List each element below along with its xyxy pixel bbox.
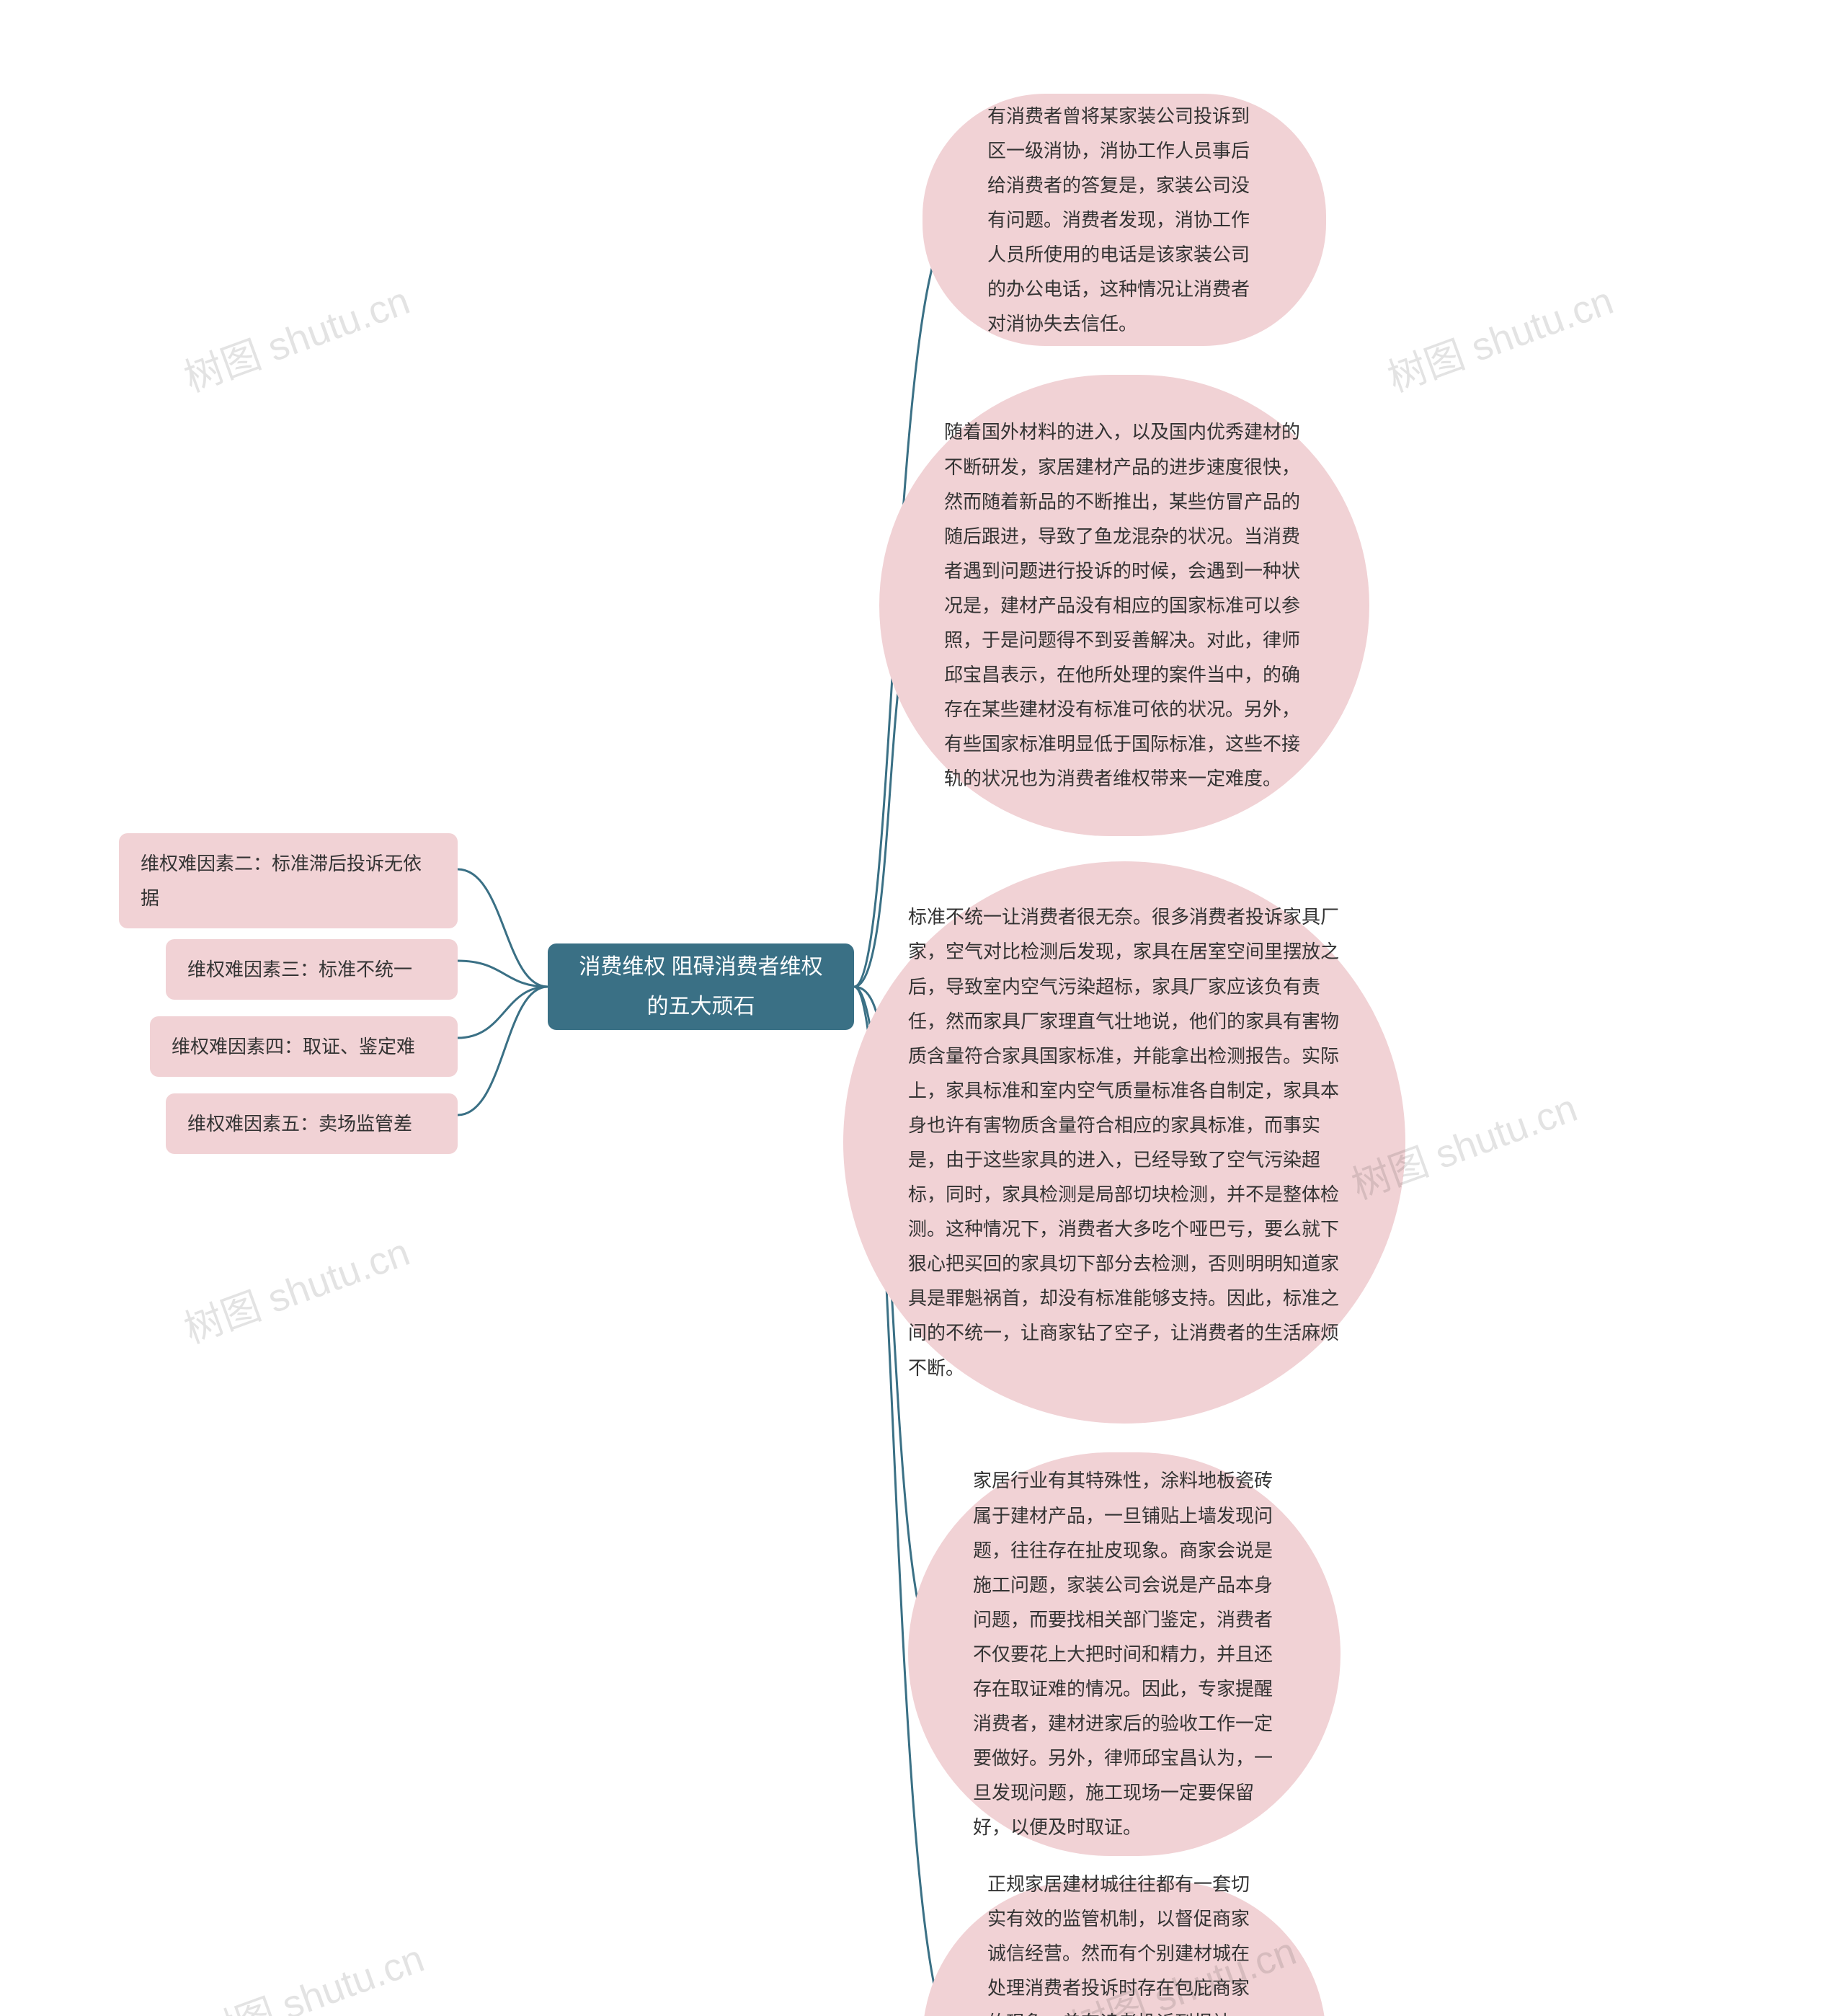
- watermark: 树图 shutu.cn: [175, 269, 416, 403]
- right-node-text: 标准不统一让消费者很无奈。很多消费者投诉家具厂家，空气对比检测后发现，家具在居室…: [908, 900, 1341, 1385]
- right-node-text: 随着国外材料的进入，以及国内优秀建材的不断研发，家居建材产品的进步速度很快，然而…: [944, 414, 1304, 796]
- right-node-text: 家居行业有其特殊性，涂料地板瓷砖属于建材产品，一旦铺贴上墙发现问题，往往存在扯皮…: [973, 1463, 1276, 1844]
- root-line1: 消费维权 阻碍消费者维权: [579, 955, 822, 979]
- left-node-l3[interactable]: 维权难因素四：取证、鉴定难: [150, 1016, 458, 1077]
- left-node-label: 维权难因素二：标准滞后投诉无依据: [141, 846, 436, 915]
- edge: [458, 987, 548, 1038]
- root-line2: 的五大顽石: [647, 995, 755, 1018]
- right-node-text: 有消费者曾将某家装公司投诉到区一级消协，消协工作人员事后给消费者的答复是，家装公…: [987, 99, 1261, 342]
- left-node-l2[interactable]: 维权难因素三：标准不统一: [166, 939, 458, 1000]
- watermark: 树图 shutu.cn: [190, 1927, 430, 2016]
- edge: [458, 987, 548, 1115]
- right-node-r2[interactable]: 随着国外材料的进入，以及国内优秀建材的不断研发，家居建材产品的进步速度很快，然而…: [879, 375, 1369, 836]
- watermark: 树图 shutu.cn: [1379, 269, 1619, 403]
- left-node-l4[interactable]: 维权难因素五：卖场监管差: [166, 1093, 458, 1154]
- edge: [458, 961, 548, 987]
- right-node-r1[interactable]: 有消费者曾将某家装公司投诉到区一级消协，消协工作人员事后给消费者的答复是，家装公…: [922, 94, 1326, 346]
- edge: [458, 869, 548, 987]
- left-node-label: 维权难因素三：标准不统一: [187, 952, 412, 987]
- right-node-r5[interactable]: 正规家居建材城往往都有一套切实有效的监管机制，以督促商家诚信经营。然而有个别建材…: [922, 1881, 1326, 2016]
- right-node-r3[interactable]: 标准不统一让消费者很无奈。很多消费者投诉家具厂家，空气对比检测后发现，家具在居室…: [843, 861, 1405, 1424]
- right-node-r4[interactable]: 家居行业有其特殊性，涂料地板瓷砖属于建材产品，一旦铺贴上墙发现问题，往往存在扯皮…: [908, 1452, 1341, 1856]
- mindmap-canvas: 消费维权 阻碍消费者维权 的五大顽石 维权难因素二：标准滞后投诉无依据维权难因素…: [0, 0, 1845, 2016]
- root-node[interactable]: 消费维权 阻碍消费者维权 的五大顽石: [548, 943, 854, 1030]
- left-node-label: 维权难因素五：卖场监管差: [187, 1106, 412, 1141]
- watermark: 树图 shutu.cn: [175, 1220, 416, 1354]
- left-node-l1[interactable]: 维权难因素二：标准滞后投诉无依据: [119, 833, 458, 928]
- left-node-label: 维权难因素四：取证、鉴定难: [172, 1029, 415, 1064]
- right-node-text: 正规家居建材城往往都有一套切实有效的监管机制，以督促商家诚信经营。然而有个别建材…: [987, 1867, 1261, 2016]
